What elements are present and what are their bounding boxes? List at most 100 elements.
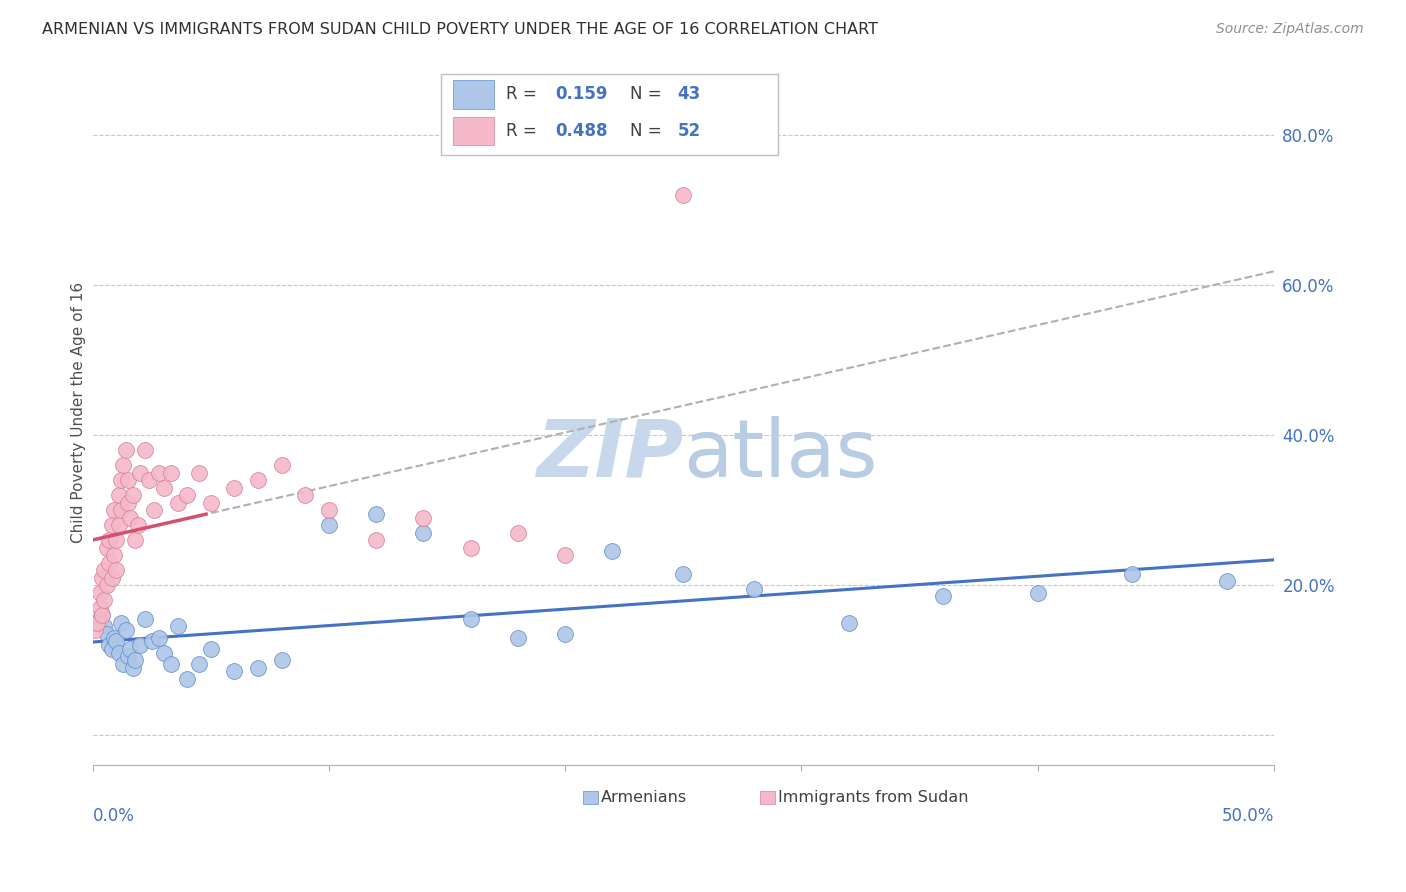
Text: ZIP: ZIP [536, 416, 683, 494]
Point [89, 600, 111, 615]
Point [554, 627, 576, 641]
Text: Immigrants from Sudan: Immigrants from Sudan [778, 790, 969, 805]
Point [100, 518, 122, 533]
Point [742, 582, 765, 596]
Point [93, 619, 115, 633]
Y-axis label: Child Poverty Under the Age of 16: Child Poverty Under the Age of 16 [72, 282, 86, 543]
Point [98, 556, 121, 570]
Text: N =: N = [630, 86, 666, 103]
Point [134, 612, 156, 626]
Point [148, 466, 170, 480]
Point [100, 571, 122, 585]
Text: 43: 43 [678, 86, 700, 103]
Point [200, 495, 222, 509]
Point [107, 646, 129, 660]
Point [105, 533, 128, 547]
Point [100, 641, 122, 656]
Point [107, 518, 129, 533]
Text: 0.488: 0.488 [555, 122, 609, 140]
Point [93, 563, 115, 577]
Point [318, 503, 340, 517]
Text: Source: ZipAtlas.com: Source: ZipAtlas.com [1216, 22, 1364, 37]
Point [110, 503, 132, 517]
Point [176, 488, 198, 502]
Point [103, 503, 125, 517]
Point [124, 533, 146, 547]
Point [112, 458, 135, 472]
Point [110, 615, 132, 630]
Point [93, 593, 115, 607]
Point [602, 544, 624, 558]
Point [98, 533, 121, 547]
Point [366, 507, 388, 521]
Text: atlas: atlas [683, 416, 877, 494]
Point [318, 518, 340, 533]
Point [121, 661, 143, 675]
Point [294, 488, 316, 502]
Point [187, 466, 209, 480]
Point [143, 503, 166, 517]
Point [120, 510, 142, 524]
Point [247, 473, 270, 487]
Point [89, 585, 111, 599]
Point [672, 187, 695, 202]
Point [152, 646, 174, 660]
Point [112, 657, 135, 671]
Text: 50.0%: 50.0% [1222, 806, 1274, 824]
Point [148, 631, 170, 645]
Text: ARMENIAN VS IMMIGRANTS FROM SUDAN CHILD POVERTY UNDER THE AGE OF 16 CORRELATION : ARMENIAN VS IMMIGRANTS FROM SUDAN CHILD … [42, 22, 879, 37]
Point [96, 541, 118, 555]
Point [114, 623, 136, 637]
Point [200, 641, 222, 656]
Point [117, 649, 139, 664]
Bar [453, 117, 495, 145]
Point [460, 612, 482, 626]
Point [1215, 574, 1237, 589]
Text: 0.0%: 0.0% [93, 806, 135, 824]
Point [176, 672, 198, 686]
Point [110, 473, 132, 487]
Point [98, 638, 121, 652]
Point [134, 442, 156, 457]
Point [124, 653, 146, 667]
Point [105, 563, 128, 577]
Point [96, 578, 118, 592]
Point [117, 473, 139, 487]
Bar [761, 791, 775, 804]
Point [247, 661, 270, 675]
Point [224, 665, 246, 679]
Point [91, 608, 114, 623]
Text: Armenians: Armenians [600, 790, 688, 805]
Point [166, 495, 188, 509]
Point [121, 488, 143, 502]
Point [1026, 585, 1049, 599]
Point [89, 612, 111, 626]
Bar [453, 80, 495, 109]
Text: 0.159: 0.159 [555, 86, 609, 103]
Point [128, 466, 150, 480]
Point [932, 590, 955, 604]
Point [120, 641, 142, 656]
Point [506, 525, 529, 540]
Point [166, 619, 188, 633]
FancyBboxPatch shape [441, 74, 778, 155]
Point [159, 466, 181, 480]
Point [224, 481, 246, 495]
Bar [583, 791, 598, 804]
Point [138, 473, 160, 487]
Text: N =: N = [630, 122, 666, 140]
Point [270, 458, 292, 472]
Point [128, 638, 150, 652]
Point [506, 631, 529, 645]
Point [187, 657, 209, 671]
Point [838, 615, 860, 630]
Point [103, 548, 125, 562]
Point [270, 653, 292, 667]
Point [460, 541, 482, 555]
Point [86, 615, 108, 630]
Point [91, 571, 114, 585]
Point [117, 495, 139, 509]
Point [141, 634, 163, 648]
Point [96, 627, 118, 641]
Point [159, 657, 181, 671]
